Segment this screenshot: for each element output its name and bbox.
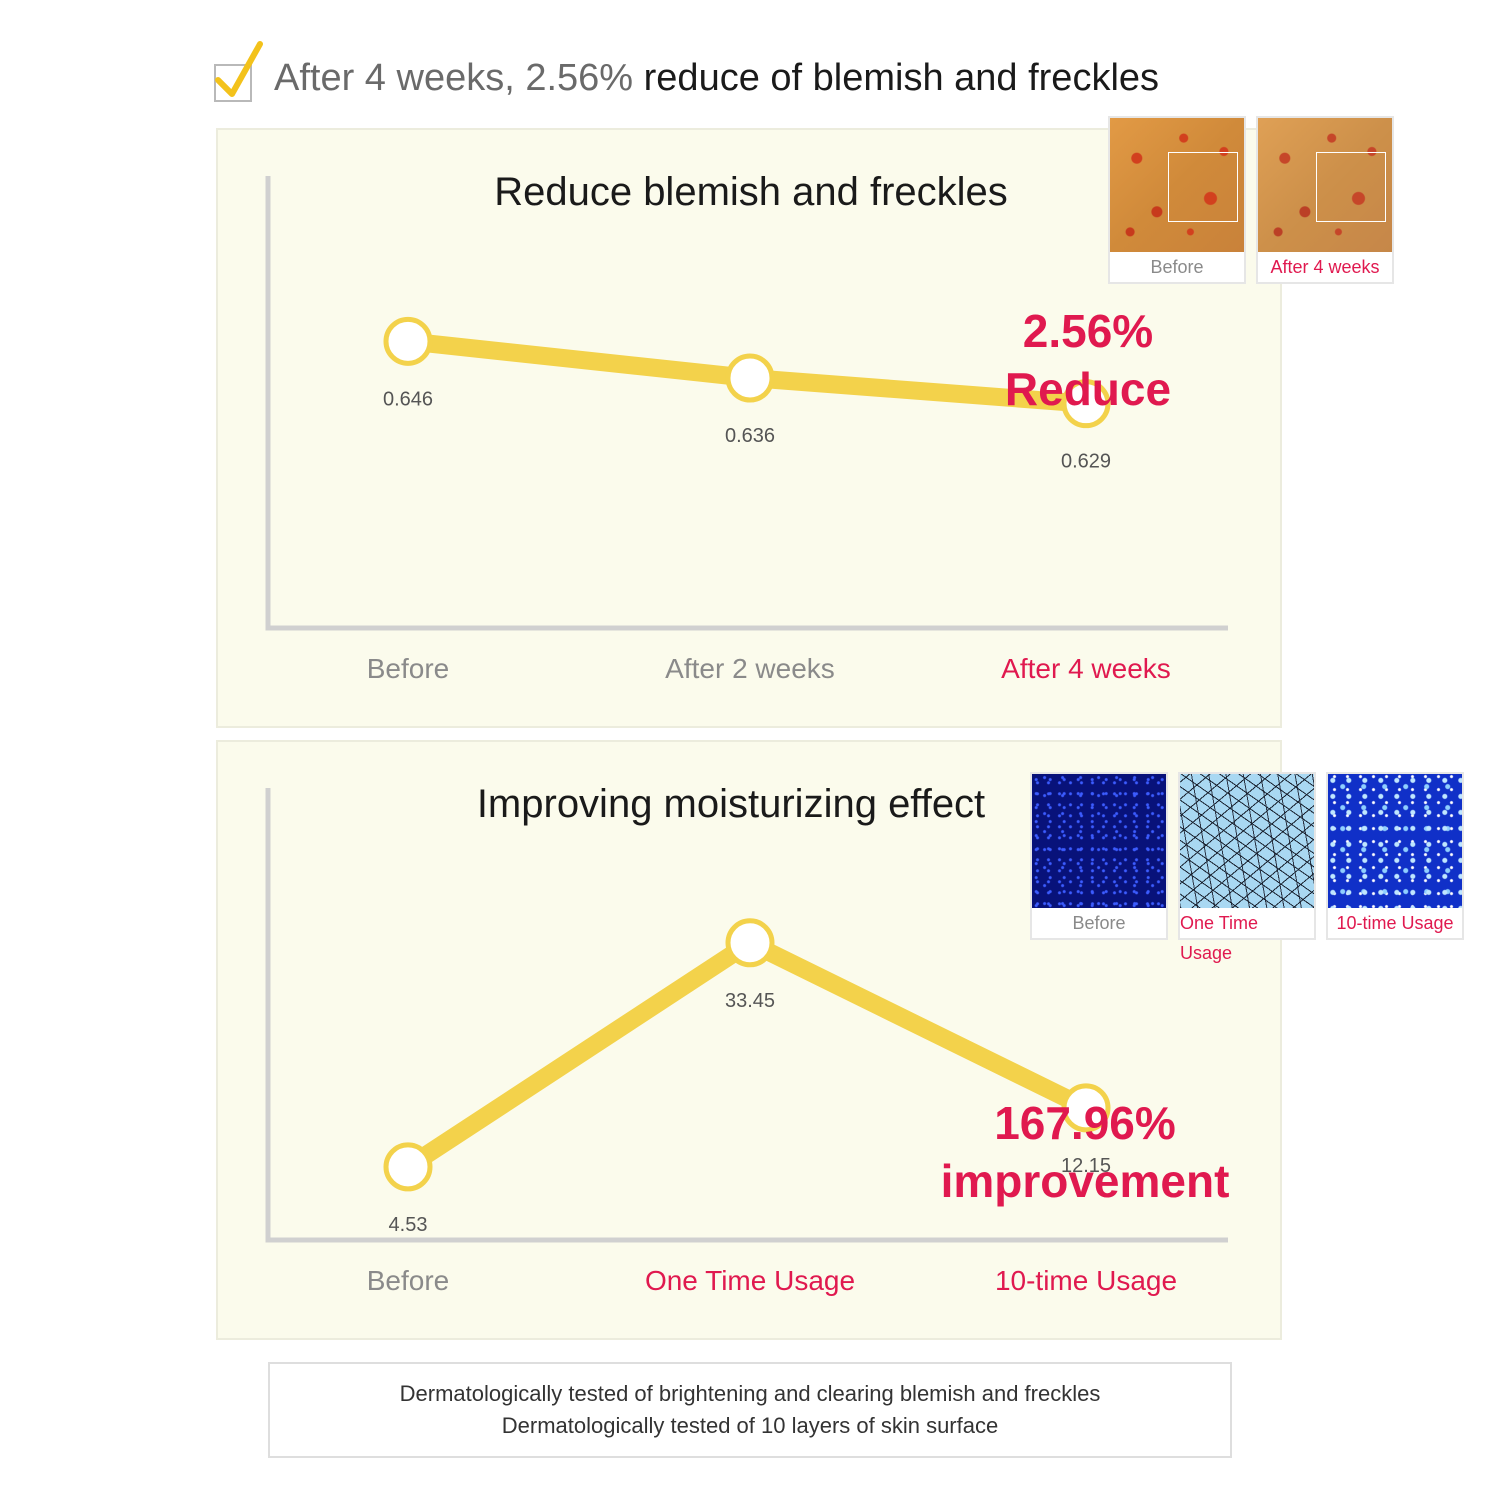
data-label: 12.15 [1061, 1155, 1111, 1177]
chart-axis [265, 788, 1228, 1243]
photo-caption: One Time Usage [1180, 913, 1259, 963]
photo-card-ten-time: 10-time Usage [1326, 772, 1464, 940]
photo-caption: After 4 weeks [1270, 257, 1380, 277]
skin-after-image [1258, 118, 1392, 252]
chart-axis [265, 176, 1228, 631]
blemish-photo-comparison: Before After 4 weeks [1108, 116, 1394, 284]
photo-card-before: Before [1030, 772, 1168, 940]
data-point [383, 316, 433, 366]
callout-percent: 167.96% [994, 1097, 1176, 1149]
check-mark-icon [215, 41, 263, 97]
data-point [725, 918, 775, 968]
headline-strong-text: reduce of blemish and freckles [643, 56, 1160, 99]
test-note-line: Dermatologically tested of brightening a… [399, 1381, 1101, 1406]
category-label: After 2 weeks [665, 653, 835, 684]
checkbox-check-icon [214, 41, 263, 102]
chart-title: Improving moisturizing effect [476, 782, 986, 826]
test-notes: Dermatologically tested of brightening a… [268, 1362, 1232, 1458]
photo-caption: Before [1150, 257, 1204, 277]
data-label: 0.646 [383, 388, 433, 410]
photo-card-before: Before [1108, 116, 1246, 284]
blemish-line-chart: 0.646 Before 0.636 After 2 weeks 0.629 After … [265, 176, 1228, 684]
category-label: After 4 weeks [1001, 653, 1171, 684]
category-label: One Time Usage [645, 1265, 855, 1296]
reduce-callout: 2.56% Reduce [978, 302, 1198, 418]
improvement-callout: 167.96% improvement [920, 1094, 1250, 1210]
data-label: 0.636 [725, 425, 775, 447]
moisture-before-image [1032, 774, 1166, 908]
photo-caption: Before [1072, 913, 1126, 933]
callout-percent: 2.56% [1022, 305, 1154, 357]
photo-card-after: After 4 weeks [1256, 116, 1394, 284]
callout-word: improvement [940, 1155, 1230, 1207]
moisture-chart-panel: 4.53 Before 33.45 One Time Usage 12.15 10-tim… [216, 740, 1282, 1340]
category-label: Before [367, 1265, 450, 1296]
moisture-photo-comparison: Before One Time Usage 10-time Usage [1030, 772, 1464, 963]
data-label: 4.53 [389, 1214, 428, 1236]
data-point [1061, 379, 1111, 429]
category-label: 10-time Usage [995, 1265, 1177, 1296]
data-point [383, 1142, 433, 1192]
blemish-chart-panel: 0.646 Before 0.636 After 2 weeks 0.629 After … [216, 128, 1282, 728]
moisture-line-chart: 4.53 Before 33.45 One Time Usage 12.15 10-tim… [265, 788, 1228, 1296]
skin-before-image [1110, 118, 1244, 252]
data-label: 0.629 [1061, 451, 1111, 473]
category-label: Before [367, 653, 450, 684]
test-note-line: Dermatologically tested of 10 layers of … [501, 1413, 999, 1438]
data-label: 33.45 [725, 990, 775, 1012]
callout-word: Reduce [1004, 363, 1172, 415]
moisture-one-time-image [1180, 774, 1314, 908]
moisture-ten-time-image [1328, 774, 1462, 908]
photo-card-one-time: One Time Usage [1178, 772, 1316, 963]
chart-title: Reduce blemish and freckles [494, 170, 1008, 214]
headline-light-text: After 4 weeks, 2.56% [274, 56, 644, 99]
data-point [725, 353, 775, 403]
photo-caption: 10-time Usage [1336, 913, 1454, 933]
headline: After 4 weeks, 2.56% reduce of blemish a… [214, 41, 1160, 110]
data-point [1061, 1083, 1111, 1133]
